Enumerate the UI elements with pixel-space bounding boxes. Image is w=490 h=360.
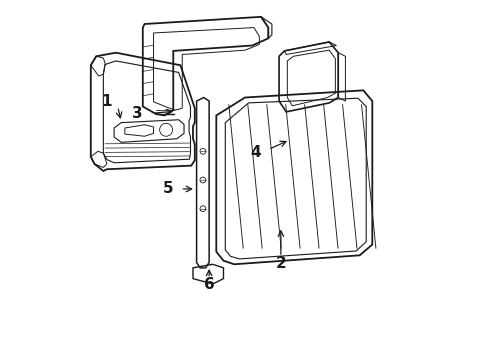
Text: 3: 3 <box>132 106 143 121</box>
Text: 5: 5 <box>163 181 173 197</box>
Text: 4: 4 <box>250 144 261 159</box>
Text: 1: 1 <box>102 94 112 109</box>
Text: 2: 2 <box>275 256 286 271</box>
Text: 6: 6 <box>204 277 215 292</box>
